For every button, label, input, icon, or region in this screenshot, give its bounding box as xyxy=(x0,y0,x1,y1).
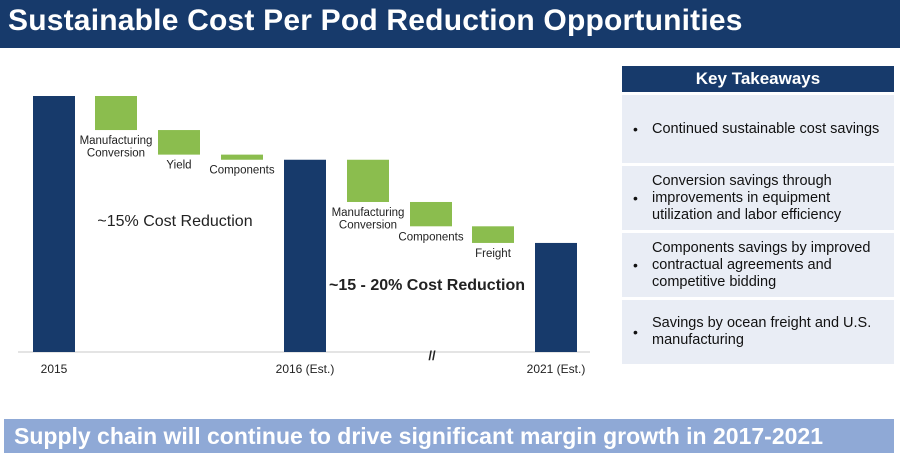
bars-layer xyxy=(33,96,577,352)
bullet-icon: • xyxy=(633,120,638,137)
footer-text: Supply chain will continue to drive sign… xyxy=(14,423,823,449)
axis-break-mark: // xyxy=(428,348,436,363)
takeaway-item: • Savings by ocean freight and U.S. manu… xyxy=(622,300,894,364)
annotation-label: ~15 - 20% Cost Reduction xyxy=(329,277,525,294)
x-tick-label: 2015 xyxy=(41,362,68,376)
bar-category-label: Components xyxy=(398,231,463,243)
bullet-icon: • xyxy=(633,323,638,340)
takeaway-text: Continued sustainable cost savings xyxy=(652,120,880,137)
bar-category-label: Components xyxy=(209,165,274,177)
takeaway-item: • Conversion savings through improvement… xyxy=(622,166,894,230)
bar-category-label: Yield xyxy=(166,160,191,172)
footer-banner: Supply chain will continue to drive sign… xyxy=(4,419,894,453)
takeaway-item: • Continued sustainable cost savings xyxy=(622,95,894,163)
total-bar xyxy=(33,96,75,352)
key-takeaways-header: Key Takeaways xyxy=(622,66,894,92)
takeaway-text: Components savings by improved contractu… xyxy=(652,239,871,290)
reduction-bar xyxy=(410,201,452,227)
key-takeaways-panel: Key Takeaways • Continued sustainable co… xyxy=(622,66,894,364)
total-bar xyxy=(284,159,326,352)
bar-category-label: Manufacturing Conversion xyxy=(80,135,153,160)
annotation-label: ~15% Cost Reduction xyxy=(97,213,252,230)
waterfall-chart: 2015 Manufacturing Conversion Yield Componen… xyxy=(18,96,590,376)
total-bar xyxy=(535,242,577,352)
takeaway-item: • Components savings by improved contrac… xyxy=(622,233,894,297)
x-tick-label: 2016 (Est.) xyxy=(276,362,335,376)
takeaway-text: Savings by ocean freight and U.S. manufa… xyxy=(652,315,872,348)
labels-layer: 2015 Manufacturing Conversion Yield Componen… xyxy=(41,135,586,376)
reduction-bar xyxy=(95,96,137,131)
x-tick-label: 2021 (Est.) xyxy=(527,362,586,376)
bar-category-label: Manufacturing Conversion xyxy=(332,207,405,232)
reduction-bar xyxy=(347,159,389,202)
reduction-bar xyxy=(158,130,200,155)
reduction-bar xyxy=(221,154,263,160)
takeaway-text: Conversion savings through improvements … xyxy=(652,172,842,223)
bullet-icon: • xyxy=(633,256,638,273)
title-bar: Sustainable Cost Per Pod Reduction Oppor… xyxy=(0,0,900,48)
page-title: Sustainable Cost Per Pod Reduction Oppor… xyxy=(8,4,743,37)
bullet-icon: • xyxy=(633,189,638,206)
bar-category-label: Freight xyxy=(475,248,512,260)
reduction-bar xyxy=(472,226,514,243)
